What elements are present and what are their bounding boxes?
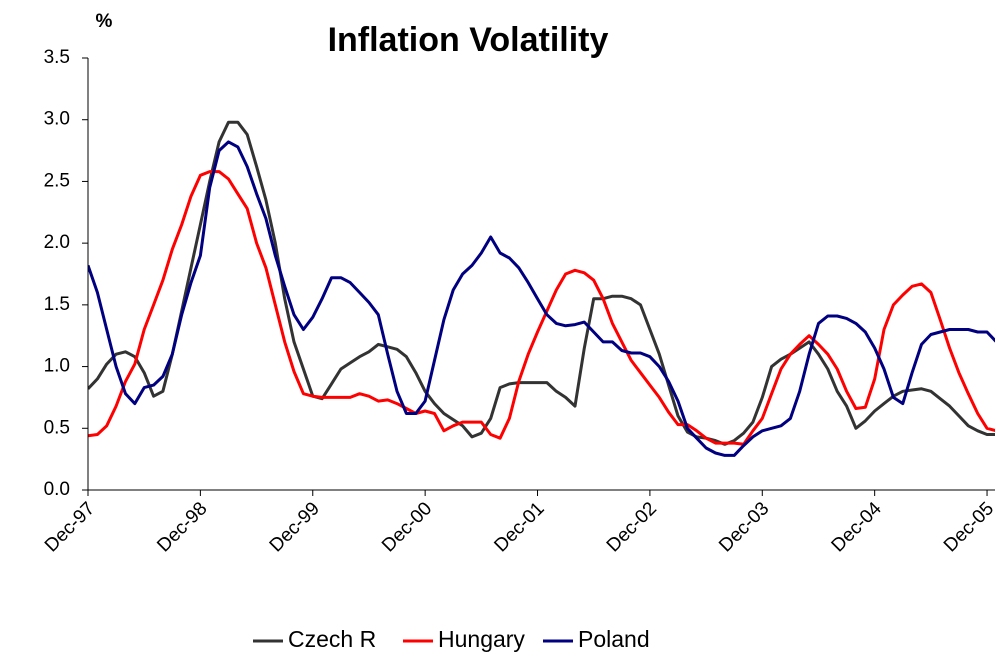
x-tick-label: Dec-98 bbox=[153, 498, 211, 556]
series-line bbox=[88, 170, 995, 446]
x-tick-label: Dec-01 bbox=[490, 498, 548, 556]
x-tick-label: Dec-99 bbox=[266, 498, 324, 556]
x-tick-label: Dec-03 bbox=[715, 498, 773, 556]
y-axis-label: % bbox=[96, 11, 113, 32]
plot-area bbox=[88, 120, 995, 457]
x-tick-label: Dec-97 bbox=[41, 498, 99, 556]
y-tick-label: 1.5 bbox=[44, 294, 70, 315]
y-tick-label: 1.0 bbox=[44, 356, 70, 377]
y-tick-label: 3.0 bbox=[44, 109, 70, 130]
y-tick-label: 0.0 bbox=[44, 479, 70, 500]
legend-label: Poland bbox=[578, 626, 650, 652]
series-line bbox=[88, 140, 995, 457]
series-line bbox=[88, 120, 995, 446]
x-tick-label: Dec-04 bbox=[828, 498, 886, 556]
y-tick-label: 2.0 bbox=[44, 232, 70, 253]
y-tick-label: 0.5 bbox=[44, 417, 70, 438]
x-tick-label: Dec-00 bbox=[378, 498, 436, 556]
chart-title: Inflation Volatility bbox=[328, 21, 609, 59]
y-tick-label: 3.5 bbox=[44, 47, 70, 68]
y-tick-label: 2.5 bbox=[44, 170, 70, 191]
x-tick-label: Dec-05 bbox=[940, 498, 996, 556]
legend-label: Hungary bbox=[438, 626, 525, 652]
legend-label: Czech R bbox=[288, 626, 376, 652]
x-tick-label: Dec-02 bbox=[603, 498, 661, 556]
